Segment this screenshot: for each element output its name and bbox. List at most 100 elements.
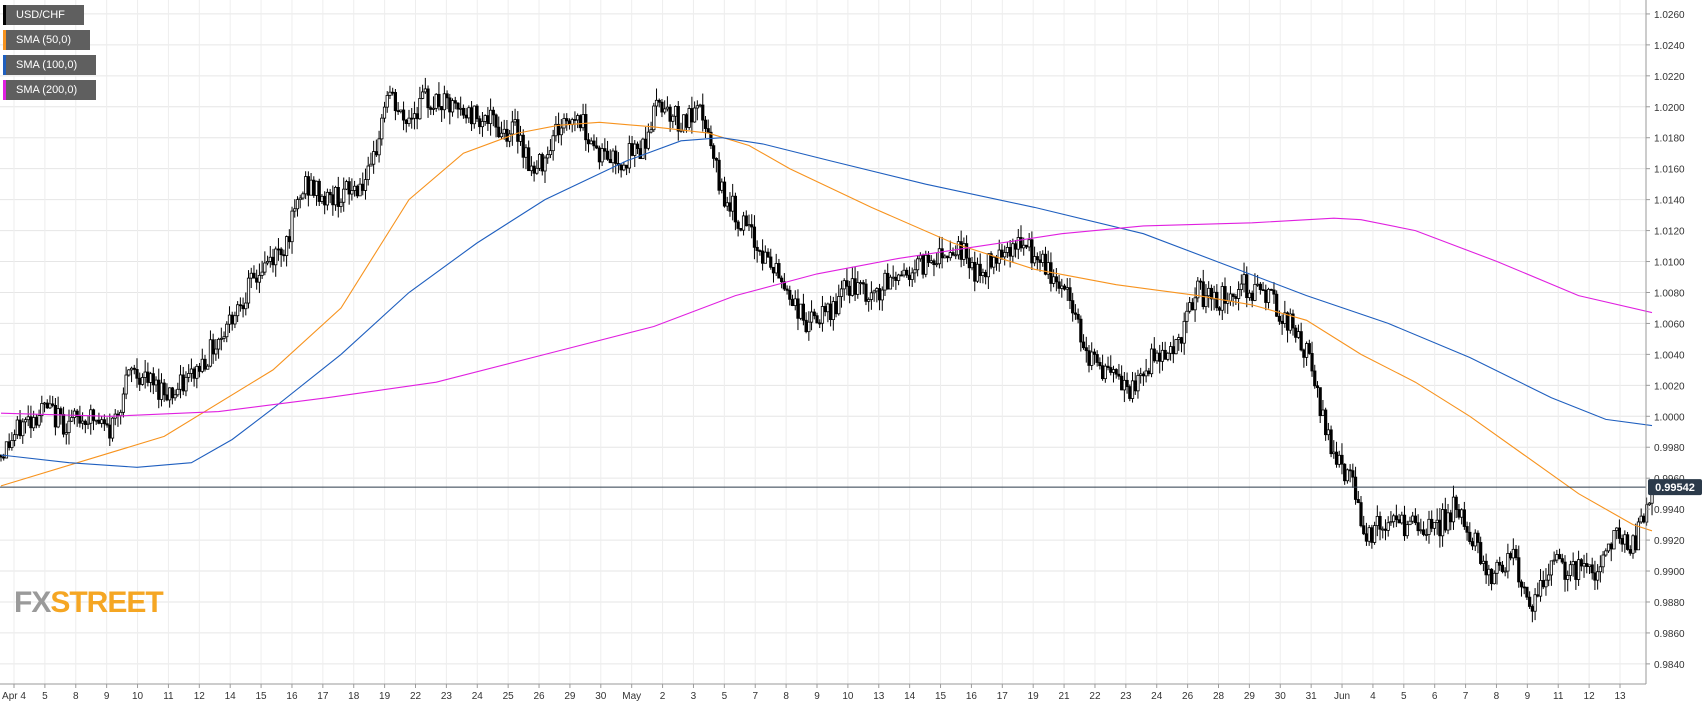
candle-up	[21, 421, 25, 437]
candle-up	[1111, 369, 1116, 373]
candle-down	[1190, 302, 1194, 311]
candle-down	[657, 99, 661, 103]
candle-up	[1441, 509, 1445, 537]
legend-label: SMA (200,0)	[16, 84, 78, 96]
candle-up	[314, 180, 319, 196]
candle-up	[1367, 527, 1371, 542]
candle-down	[769, 256, 773, 268]
candle-up	[992, 256, 996, 268]
candle-up	[1473, 532, 1477, 547]
x-tick-label: 19	[1028, 691, 1040, 702]
candle-down	[967, 257, 971, 269]
candle-up	[839, 288, 844, 297]
y-tick-label: 1.0200	[1654, 103, 1685, 114]
candle-down	[1329, 429, 1333, 455]
candle-up	[236, 304, 240, 317]
candle-up	[924, 254, 928, 275]
candle-down	[132, 367, 136, 370]
candle-down	[573, 119, 577, 121]
candle-down	[605, 150, 610, 160]
candle-up	[1432, 522, 1437, 529]
candle-down	[1470, 541, 1475, 547]
candle-down	[1517, 557, 1521, 583]
legend-item-sma200[interactable]: SMA (200,0)	[3, 80, 96, 100]
candle-up	[94, 419, 98, 422]
candle-up	[1041, 253, 1045, 263]
candle-down	[717, 159, 721, 191]
candle-down	[864, 283, 868, 302]
candle-down	[1223, 286, 1227, 304]
candle-up	[1166, 352, 1170, 360]
candle-down	[445, 93, 449, 99]
candle-up	[257, 275, 262, 283]
candle-up	[970, 262, 974, 269]
candle-down	[790, 298, 795, 306]
x-tick-label: 9	[814, 691, 820, 702]
candle-down	[1628, 549, 1632, 554]
candle-down	[1019, 237, 1023, 249]
candle-down	[736, 221, 740, 229]
candle-down	[494, 114, 498, 128]
candle-down	[1378, 515, 1382, 530]
candle-down	[162, 382, 166, 396]
x-tick-label: May	[622, 691, 641, 702]
candle-down	[1348, 469, 1352, 472]
candle-down	[1307, 343, 1311, 354]
legend-item-sma100[interactable]: SMA (100,0)	[3, 55, 96, 75]
candle-up	[695, 105, 699, 109]
candle-down	[415, 113, 419, 120]
candle-up	[856, 282, 860, 295]
candle-up	[1122, 379, 1126, 391]
candle-down	[1625, 534, 1630, 550]
candle-down	[61, 414, 66, 435]
candle-down	[1261, 289, 1265, 292]
candle-up	[559, 127, 563, 136]
candle-down	[238, 304, 242, 307]
legend-item-usdchf[interactable]: USD/CHF	[3, 5, 84, 25]
candle-down	[1315, 385, 1320, 389]
candle-down	[926, 254, 931, 263]
candle-up	[372, 151, 376, 165]
fxstreet-logo: FXSTREET	[14, 586, 164, 620]
candle-up	[948, 252, 952, 259]
candle-down	[1038, 259, 1042, 263]
candle-down	[625, 164, 629, 169]
candle-up	[731, 195, 735, 212]
candle-down	[714, 158, 718, 161]
candle-down	[785, 288, 789, 291]
y-tick-label: 1.0000	[1654, 412, 1685, 423]
candle-down	[1106, 365, 1110, 368]
candle-up	[1139, 373, 1143, 376]
candle-down	[1353, 476, 1358, 500]
candle-up	[301, 193, 305, 199]
candle-up	[1389, 521, 1393, 524]
candle-down	[317, 180, 321, 202]
candle-down	[638, 148, 642, 160]
candle-up	[510, 121, 514, 135]
y-tick-label: 1.0020	[1654, 381, 1685, 392]
candle-up	[159, 382, 164, 400]
candle-down	[1084, 347, 1088, 352]
candle-down	[2, 456, 6, 459]
candle-down	[108, 424, 112, 439]
candle-up	[37, 415, 41, 426]
candle-down	[940, 248, 944, 259]
candle-down	[1035, 256, 1039, 261]
candle-up	[42, 402, 47, 405]
candle-down	[959, 241, 963, 260]
candle-up	[1326, 429, 1330, 436]
x-tick-label: 9	[104, 691, 110, 702]
candle-up	[902, 269, 906, 276]
candle-up	[442, 93, 446, 111]
candle-up	[1538, 580, 1543, 597]
candle-down	[1062, 285, 1067, 290]
candle-down	[848, 285, 852, 296]
candle-down	[138, 377, 142, 385]
candle-down	[1076, 313, 1080, 320]
candle-down	[1152, 348, 1156, 362]
candle-down	[1098, 362, 1102, 367]
candle-up	[665, 106, 670, 110]
candle-down	[1128, 386, 1132, 399]
legend-item-sma50[interactable]: SMA (50,0)	[3, 30, 90, 50]
y-tick-label: 1.0220	[1654, 72, 1685, 83]
